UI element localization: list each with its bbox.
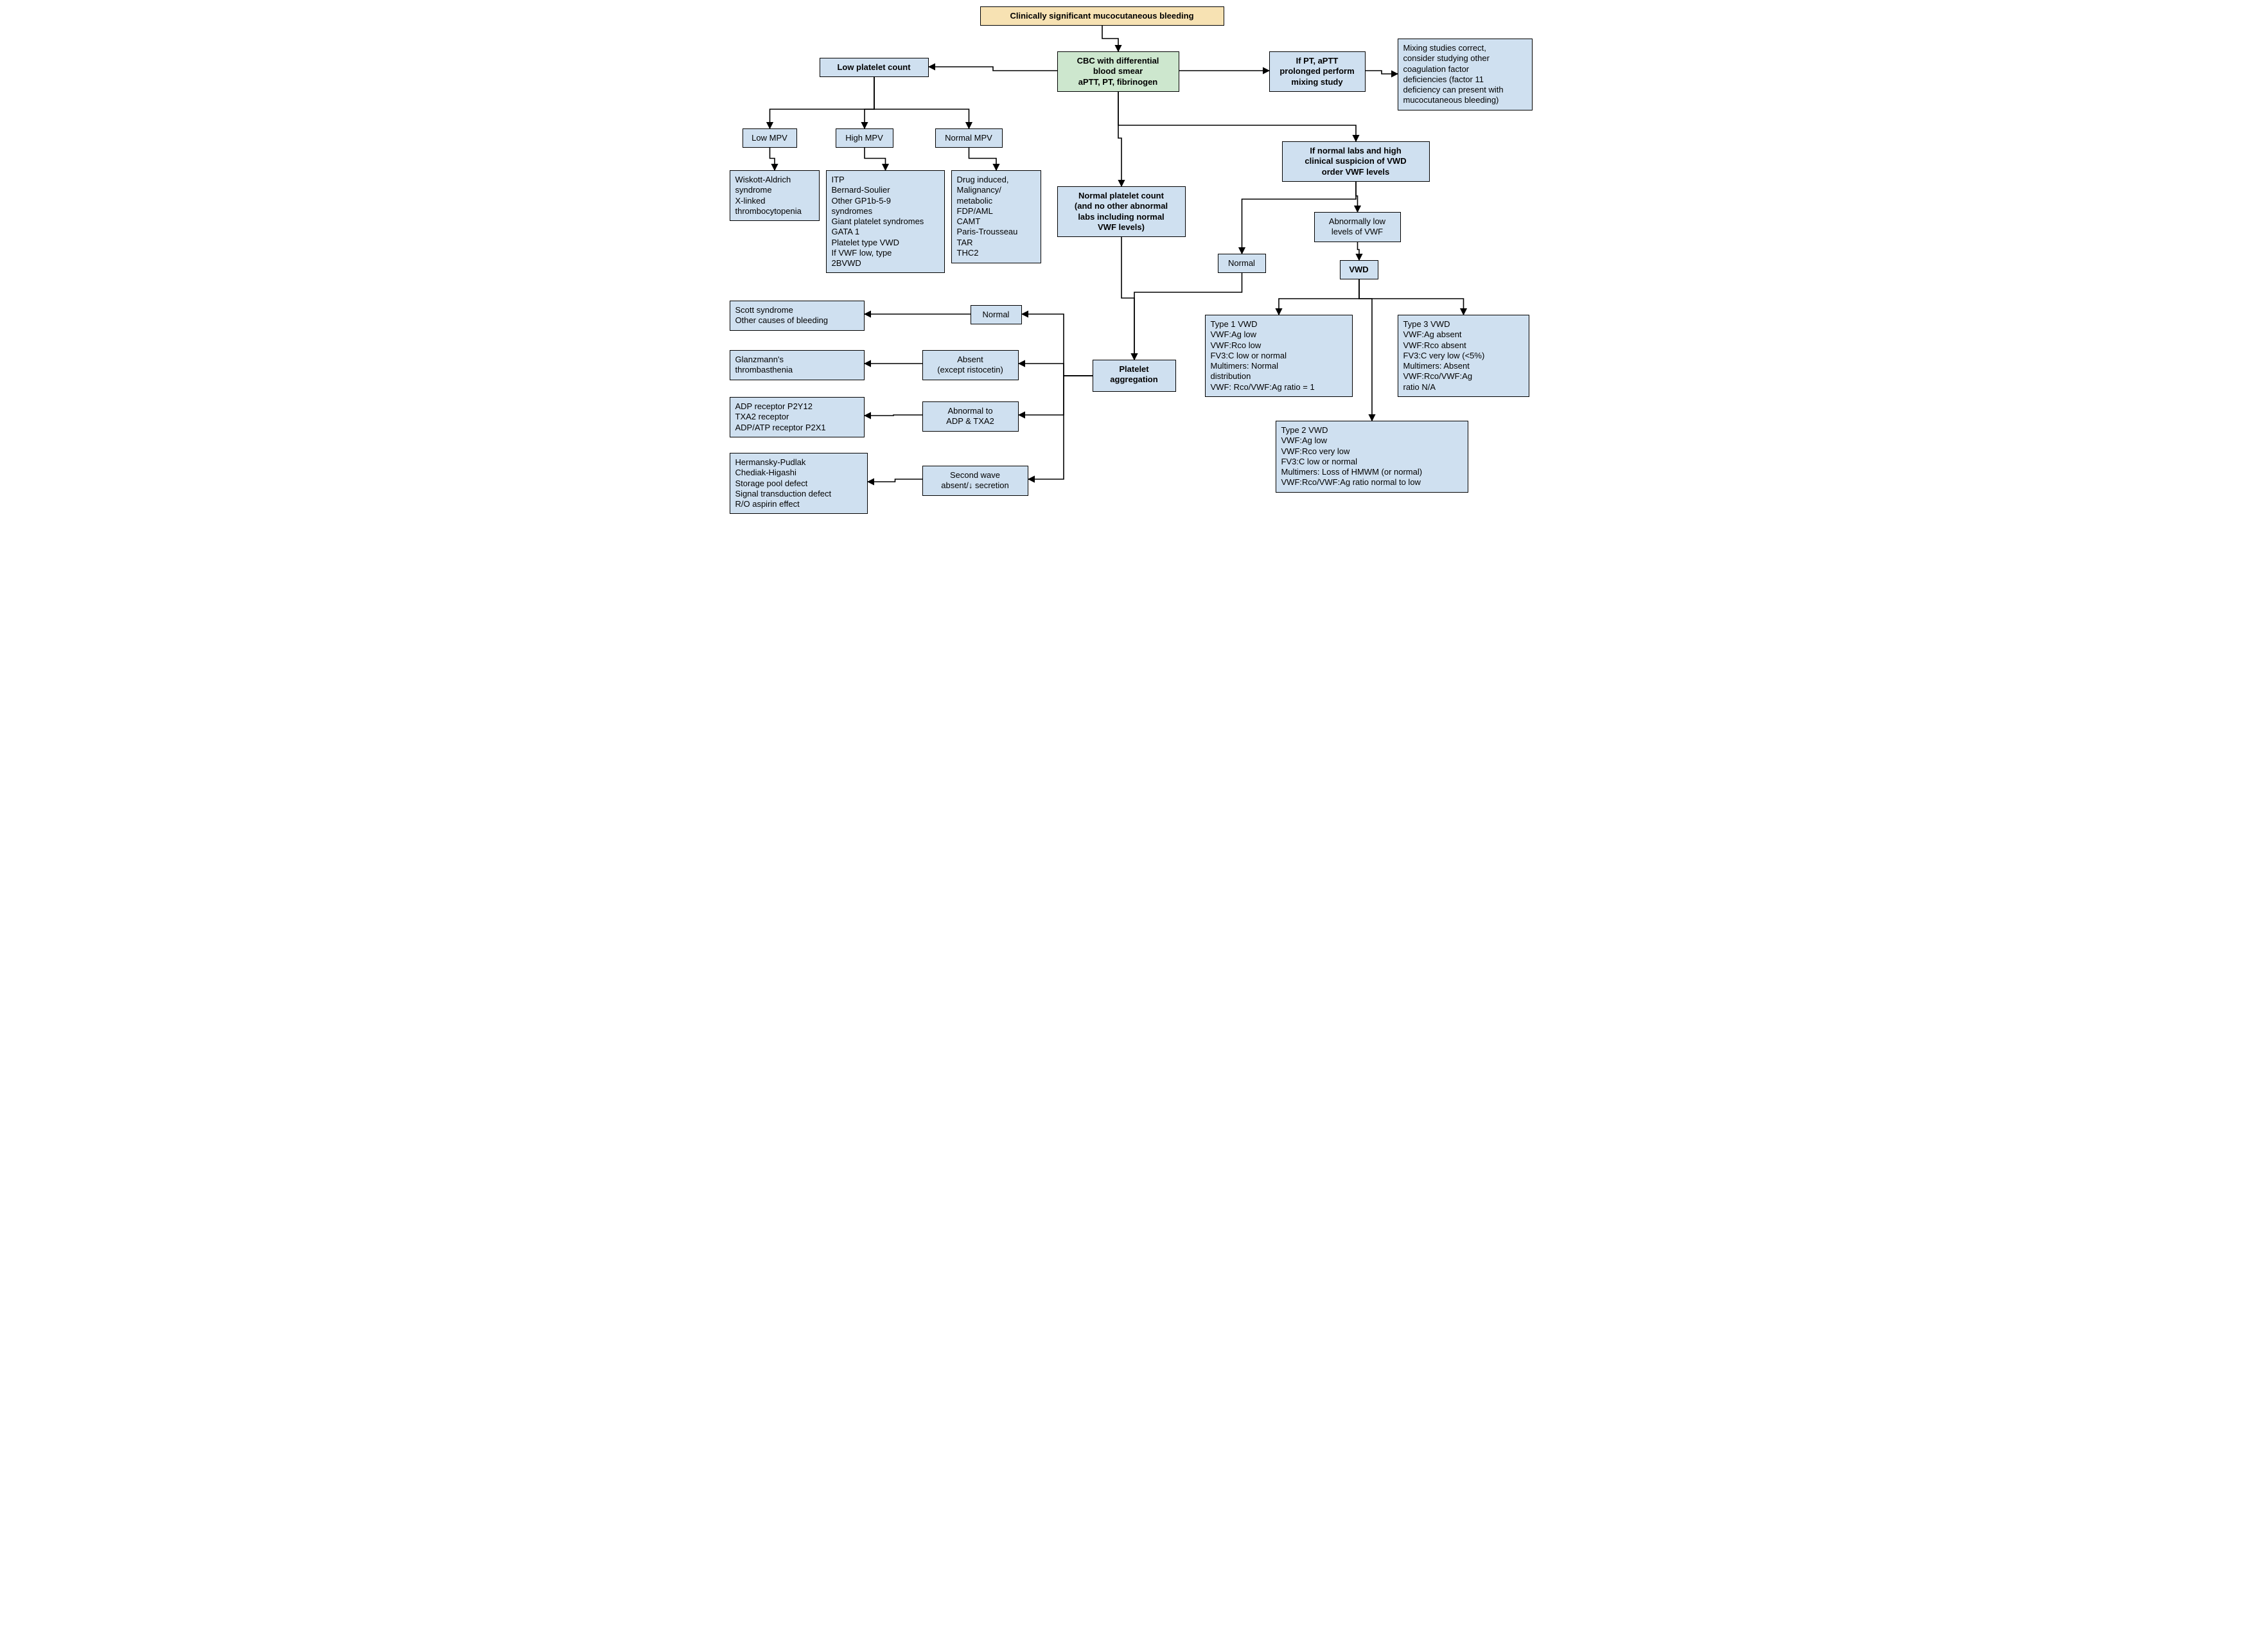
node-aggNorm: Normal	[971, 305, 1022, 324]
node-labs: CBC with differential blood smear aPTT, …	[1057, 51, 1179, 92]
node-normplt: Normal platelet count (and no other abno…	[1057, 186, 1186, 237]
edge-normplt-platagg	[1121, 236, 1134, 360]
node-type2: Type 2 VWD VWF:Ag low VWF:Rco very low F…	[1276, 421, 1468, 493]
edge-vwd-type3	[1359, 277, 1464, 315]
node-lowmpv: Low MPV	[743, 128, 797, 148]
edge-lowmpv-lowmpvD	[769, 146, 775, 170]
node-highmpvD: ITP Bernard-Soulier Other GP1b-5-9 syndr…	[826, 170, 945, 273]
node-normpvD: Drug induced, Malignancy/ metabolic FDP/…	[951, 170, 1041, 263]
edge-normpv-normpvD	[969, 146, 996, 170]
node-glanz: Glanzmann's thrombasthenia	[730, 350, 865, 380]
edge-vwd-type2	[1359, 277, 1372, 421]
node-vwd: VWD	[1340, 260, 1378, 279]
edge-platagg-aggADP	[1019, 376, 1093, 415]
node-type3: Type 3 VWD VWF:Ag absent VWF:Rco absent …	[1398, 315, 1529, 397]
edge-aggADP-adprec	[865, 415, 922, 416]
edge-vwforder-vwfab	[1356, 180, 1358, 212]
node-aggAbs: Absent (except ristocetin)	[922, 350, 1019, 380]
edge-lowplt-normpv	[874, 76, 969, 128]
edge-lowplt-lowmpv	[769, 76, 874, 128]
node-start: Clinically significant mucocutaneous ble…	[980, 6, 1224, 26]
edge-labs-lowplt	[929, 67, 1057, 71]
edge-labs-normplt	[1118, 90, 1121, 186]
edge-platagg-aggAbs	[1019, 364, 1093, 376]
node-normpv: Normal MPV	[935, 128, 1003, 148]
edge-vwd-type1	[1279, 277, 1359, 315]
edge-start-labs	[1102, 26, 1118, 51]
edge-labs-vwforder	[1118, 90, 1356, 141]
edge-vwfab-vwd	[1357, 239, 1359, 260]
edge-lowplt-highmpv	[865, 76, 874, 128]
edge-aggSec-herman	[868, 479, 922, 482]
node-aggADP: Abnormal to ADP & TXA2	[922, 401, 1019, 432]
node-type1: Type 1 VWD VWF:Ag low VWF:Rco low FV3:C …	[1205, 315, 1353, 397]
edge-platagg-aggNorm	[1022, 314, 1093, 376]
node-adprec: ADP receptor P2Y12 TXA2 receptor ADP/ATP…	[730, 397, 865, 437]
node-highmpv: High MPV	[836, 128, 893, 148]
edge-mix-mixout	[1366, 71, 1398, 74]
node-aggSec: Second wave absent/↓ secretion	[922, 466, 1028, 496]
node-mixout: Mixing studies correct, consider studyin…	[1398, 39, 1533, 110]
node-vwfnorm: Normal	[1218, 254, 1266, 273]
node-mix: If PT, aPTT prolonged perform mixing stu…	[1269, 51, 1366, 92]
node-herman: Hermansky-Pudlak Chediak-Higashi Storage…	[730, 453, 868, 514]
node-lowplt: Low platelet count	[820, 58, 929, 77]
edge-platagg-aggSec	[1028, 376, 1093, 479]
node-lowmpvD: Wiskott-Aldrich syndrome X-linked thromb…	[730, 170, 820, 221]
edge-highmpv-highmpvD	[865, 146, 886, 170]
node-platagg: Platelet aggregation	[1093, 360, 1176, 392]
node-scott: Scott syndrome Other causes of bleeding	[730, 301, 865, 331]
node-vwforder: If normal labs and high clinical suspici…	[1282, 141, 1430, 182]
node-vwfab: Abnormally low levels of VWF	[1314, 212, 1401, 242]
